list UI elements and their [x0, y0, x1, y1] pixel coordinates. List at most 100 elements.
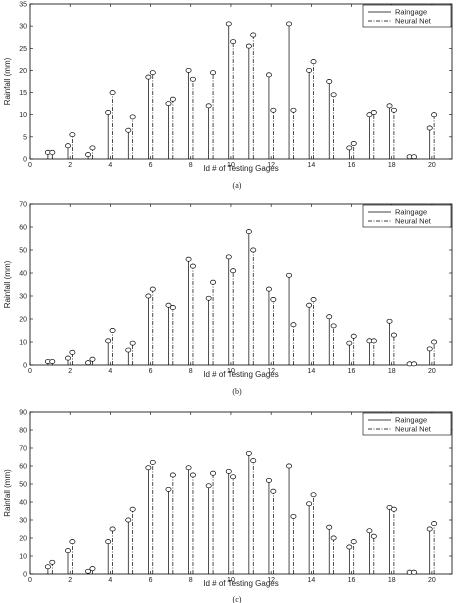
plot-frame: [29, 3, 453, 160]
raingage-marker: [125, 517, 132, 523]
raingage-marker: [65, 355, 71, 361]
raingage-marker: [265, 72, 272, 78]
x-tick-label: 10: [227, 162, 235, 169]
neural-net-marker: [310, 297, 317, 302]
y-tick-label: 20: [19, 317, 27, 324]
neural-net-marker: [250, 247, 257, 253]
raingage-marker: [165, 101, 172, 107]
y-tick-label: 80: [19, 428, 27, 435]
x-tick-label: 18: [388, 577, 396, 584]
neural-net-marker: [169, 96, 176, 102]
x-tick-label: 10: [227, 577, 235, 584]
x-axis-label: Id # of Testing Gages: [203, 579, 278, 588]
neural-net-marker: [431, 521, 438, 527]
raingage-marker: [165, 302, 172, 308]
raingage-marker: [85, 568, 92, 574]
raingage-marker: [366, 528, 373, 534]
x-tick-label: 20: [428, 162, 436, 169]
x-tick-label: 20: [428, 577, 436, 584]
x-tick-label: 8: [189, 368, 193, 375]
raingage-marker: [65, 143, 71, 149]
raingage-marker: [185, 465, 192, 471]
y-tick-label: 15: [19, 90, 27, 97]
legend-entry: Neural Net: [395, 217, 432, 226]
raingage-marker: [326, 79, 333, 84]
legend-entry: Neural Net: [395, 425, 432, 434]
neural-net-marker: [190, 263, 196, 269]
neural-net-marker: [270, 107, 277, 113]
neural-net-marker: [109, 526, 116, 532]
raingage-marker: [265, 477, 272, 483]
raingage-marker: [426, 125, 433, 131]
raingage-marker: [65, 548, 71, 554]
x-tick-label: 14: [307, 162, 315, 169]
y-tick-label: 40: [19, 271, 27, 278]
neural-net-marker: [330, 92, 337, 98]
neural-net-marker: [210, 279, 217, 285]
neural-net-marker: [370, 338, 377, 344]
raingage-marker: [326, 524, 333, 530]
neural-net-marker: [169, 305, 176, 310]
x-tick-label: 12: [267, 368, 275, 375]
y-tick-label: 25: [19, 46, 27, 53]
raingage-marker: [205, 483, 212, 489]
legend-box: [362, 4, 452, 28]
raingage-marker: [346, 544, 353, 550]
y-tick-label: 70: [19, 202, 27, 209]
neural-net-marker: [390, 107, 397, 113]
raingage-marker: [386, 318, 393, 324]
neural-net-marker: [149, 459, 156, 465]
neural-net-marker: [411, 361, 417, 367]
y-tick-label: 10: [19, 554, 27, 561]
y-tick-label: 0: [23, 157, 27, 164]
neural-net-marker: [390, 506, 397, 512]
x-tick-label: 2: [68, 577, 72, 584]
y-tick-label: 5: [23, 134, 27, 141]
y-tick-label: 30: [19, 294, 27, 301]
x-axis-label: Id # of Testing Gages: [203, 370, 278, 379]
neural-net-marker: [270, 488, 277, 494]
raingage-marker: [245, 450, 252, 456]
legend-entry: Raingage: [395, 8, 427, 17]
raingage-marker: [245, 229, 252, 235]
y-tick-label: 90: [19, 410, 27, 417]
raingage-marker: [225, 21, 232, 27]
y-tick-label: 30: [19, 24, 27, 31]
raingage-marker: [346, 340, 353, 346]
x-tick-label: 8: [189, 577, 193, 584]
raingage-marker: [85, 152, 92, 158]
x-tick-label: 6: [149, 162, 153, 169]
neural-net-marker: [210, 470, 217, 476]
raingage-marker: [165, 486, 172, 492]
neural-net-marker: [431, 339, 438, 345]
neural-net-marker: [129, 506, 136, 512]
y-tick-label: 20: [19, 68, 27, 75]
plot-frame: [29, 203, 453, 366]
x-tick-label: 4: [108, 162, 112, 169]
neural-net-marker: [190, 76, 196, 82]
raingage-marker: [85, 360, 92, 366]
neural-net-marker: [109, 328, 116, 333]
y-tick-label: 60: [19, 464, 27, 471]
raingage-marker: [286, 272, 292, 278]
raingage-marker: [366, 112, 373, 118]
neural-net-marker: [89, 145, 96, 151]
x-axis-label: Id # of Testing Gages: [203, 164, 278, 173]
x-tick-label: 14: [307, 368, 315, 375]
x-tick-label: 16: [348, 368, 356, 375]
neural-net-marker: [370, 110, 377, 115]
raingage-marker: [125, 347, 132, 353]
raingage-marker: [105, 539, 112, 545]
neural-net-marker: [270, 297, 277, 302]
raingage-marker: [145, 74, 152, 80]
x-tick-label: 2: [68, 368, 72, 375]
x-tick-label: 2: [68, 162, 72, 169]
plot-frame: [29, 411, 453, 575]
neural-net-marker: [129, 114, 136, 120]
neural-net-marker: [350, 539, 357, 545]
raingage-marker: [346, 145, 353, 151]
neural-net-marker: [350, 333, 357, 339]
raingage-marker: [426, 346, 433, 352]
y-tick-label: 20: [19, 536, 27, 543]
